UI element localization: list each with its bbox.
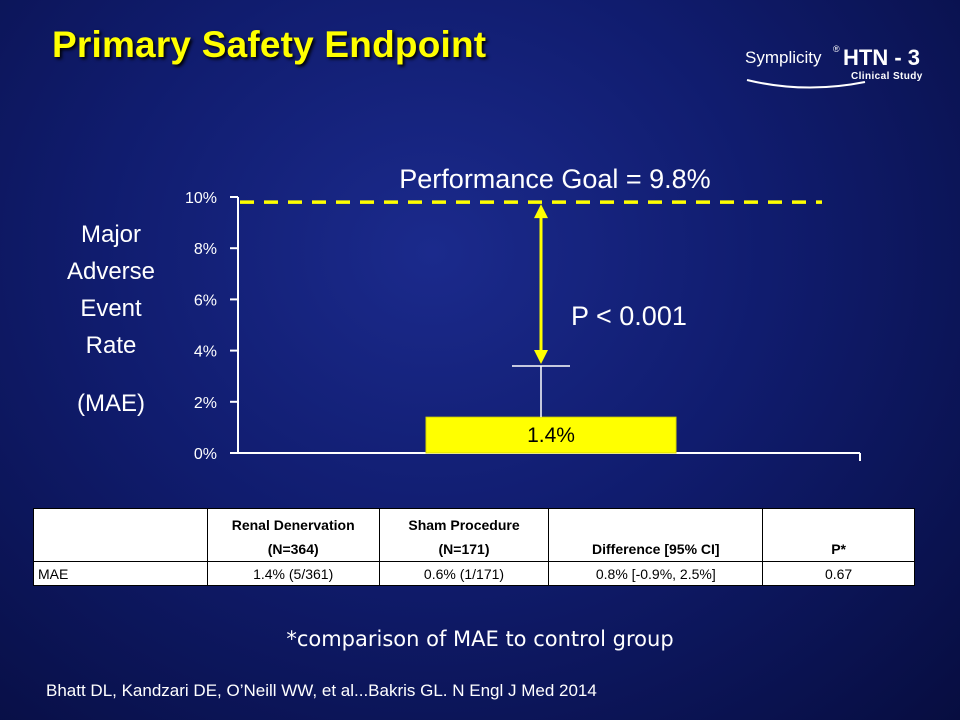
y-tick-label: 0% [194,446,217,463]
results-table-container: Renal Denervation (N=364) Sham Procedure… [33,508,915,586]
header-line: Renal Denervation [231,517,355,533]
reference-line-label: Performance Goal = 9.8% [399,164,710,194]
y-tick-label: 10% [185,190,217,207]
y-axis-label: Major Adverse Event Rate [40,216,182,364]
bar [425,416,677,454]
table-cell: 0.8% [-0.9%, 2.5%] [548,561,764,586]
table-header-cell: Sham Procedure (N=171) [378,508,550,562]
logo-subtitle: Clinical Study [851,71,923,82]
y-axis-label-abbrev: (MAE) [77,390,145,417]
y-tick-label: 6% [194,292,217,309]
header-line: (N=171) [438,541,490,557]
y-axis-label-line: Major [80,221,141,248]
footnote: *comparison of MAE to control group [286,627,674,651]
header-line: P* [831,541,846,557]
logo-swoosh-icon [746,79,866,89]
y-tick-label: 4% [194,344,217,361]
table-cell: 1.4% (5/361) [206,561,380,586]
logo-brand: Symplicity [745,48,822,67]
table-header-cell: P* [762,508,915,562]
bar-data-label: 1.4% [527,424,575,447]
table-header-cell: Difference [95% CI] [548,508,764,562]
header-line: Difference [95% CI] [592,541,720,557]
symplicity-logo: Symplicity ® HTN - 3 Clinical Study [745,44,935,92]
logo-product: HTN - 3 [843,45,920,70]
table-cell: 0.67 [762,561,915,586]
y-axis-label-line: Rate [85,332,137,359]
logo-trademark: ® [833,44,840,54]
table-header-cell [33,508,208,562]
y-tick-label: 2% [194,395,217,412]
p-value-annotation: P < 0.001 [571,301,687,331]
slide-title: Primary Safety Endpoint [52,24,487,65]
y-axis-label-line: Adverse [66,258,156,285]
header-line: Sham Procedure [408,517,520,533]
arrow-head-up-icon [534,204,548,219]
bar-chart: 0% 2% 4% 6% 8% 10% 1.4% Performance Goal = 9.8%… [185,164,822,463]
table-cell: 0.6% (1/171) [378,561,550,586]
citation: Bhatt DL, Kandzari DE, O’Neill WW, et al… [46,681,597,700]
results-table: Renal Denervation (N=364) Sham Procedure… [33,508,915,586]
arrow-head-down-icon [534,349,548,364]
y-axis-label-line: Event [80,295,142,322]
table-cell: MAE [33,561,208,586]
table-header-row: Renal Denervation (N=364) Sham Procedure… [33,508,915,562]
table-header-cell: Renal Denervation (N=364) [206,508,380,562]
header-line: (N=364) [267,541,319,557]
table-row: MAE 1.4% (5/361) 0.6% (1/171) 0.8% [-0.9… [33,561,915,586]
y-tick-label: 8% [194,241,217,258]
